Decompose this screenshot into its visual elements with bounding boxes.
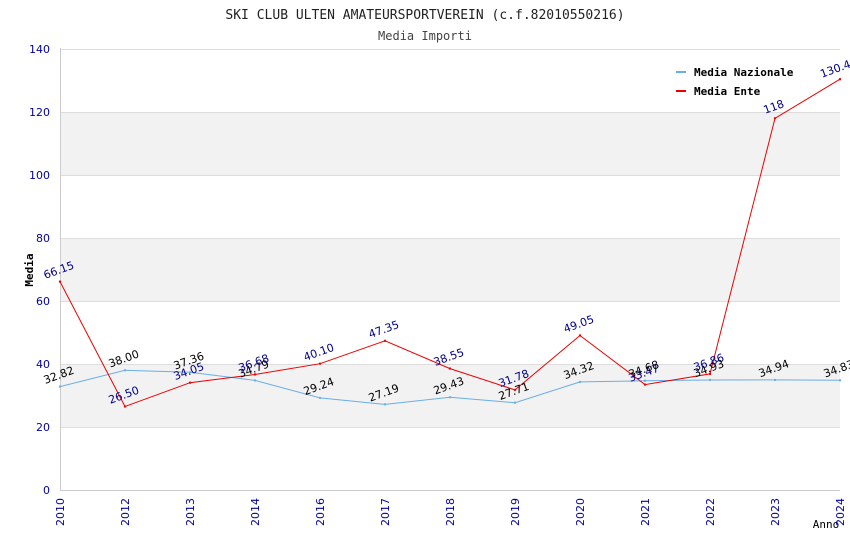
legend-label: Media Nazionale	[694, 66, 794, 79]
data-point	[318, 396, 322, 400]
x-tick-label: 2024	[834, 498, 847, 526]
data-point	[383, 339, 387, 343]
x-axis-ticks: 2010 2012 2013 2014 2016 2017 2018 2019 2020 2021…	[54, 498, 847, 526]
data-point	[188, 381, 192, 384]
chart-subtitle: Media Importi	[378, 29, 472, 43]
y-tick-label: 60	[36, 295, 50, 308]
data-point	[773, 117, 777, 120]
y-tick-label: 100	[29, 169, 50, 182]
data-label: 130.40	[818, 55, 850, 80]
data-point	[578, 334, 582, 337]
y-axis-ticks: 0 20 40 60 80 100 120 140	[29, 43, 50, 497]
x-tick-label: 2010	[54, 498, 67, 526]
data-point	[123, 405, 127, 408]
x-tick-label: 2023	[769, 498, 782, 526]
data-point	[578, 380, 582, 384]
x-tick-label: 2020	[574, 498, 587, 526]
x-tick-label: 2018	[444, 498, 457, 526]
x-tick-label: 2022	[704, 498, 717, 526]
data-label: 49.05	[562, 313, 596, 336]
data-point	[513, 388, 517, 392]
data-label: 47.35	[367, 318, 401, 341]
data-point	[643, 379, 647, 382]
y-axis-label: Media	[23, 253, 36, 286]
data-point	[58, 280, 62, 283]
data-point	[513, 401, 517, 404]
data-point	[838, 78, 842, 81]
x-tick-label: 2013	[184, 498, 197, 526]
data-point	[253, 373, 257, 376]
x-tick-label: 2019	[509, 498, 522, 526]
x-tick-label: 2014	[249, 498, 262, 526]
legend: Media Nazionale Media Ente	[676, 66, 794, 98]
y-tick-label: 80	[36, 232, 50, 245]
data-point	[838, 379, 842, 382]
x-axis-label: Anno	[813, 518, 840, 531]
grid-band	[60, 112, 840, 175]
x-tick-label: 2016	[314, 498, 327, 526]
data-point	[773, 378, 777, 382]
x-tick-label: 2017	[379, 498, 392, 526]
data-point	[123, 369, 127, 372]
grid-band	[60, 238, 840, 301]
y-tick-label: 0	[43, 484, 50, 497]
y-tick-label: 40	[36, 358, 50, 371]
data-point	[253, 379, 257, 382]
data-point	[708, 372, 712, 376]
data-point	[188, 371, 192, 374]
data-point	[448, 367, 452, 370]
data-point	[643, 383, 647, 386]
legend-label: Media Ente	[694, 85, 761, 98]
y-tick-label: 120	[29, 106, 50, 119]
data-point	[58, 385, 62, 388]
x-tick-label: 2021	[639, 498, 652, 526]
data-point	[448, 396, 452, 399]
y-tick-label: 20	[36, 421, 50, 434]
data-point	[708, 378, 712, 382]
y-tick-label: 140	[29, 43, 50, 56]
series-lines	[58, 78, 842, 408]
data-point	[318, 362, 322, 365]
chart-title: SKI CLUB ULTEN AMATEURSPORTVEREIN (c.f.8…	[225, 8, 624, 23]
x-tick-label: 2012	[119, 498, 132, 526]
data-point	[383, 403, 387, 406]
